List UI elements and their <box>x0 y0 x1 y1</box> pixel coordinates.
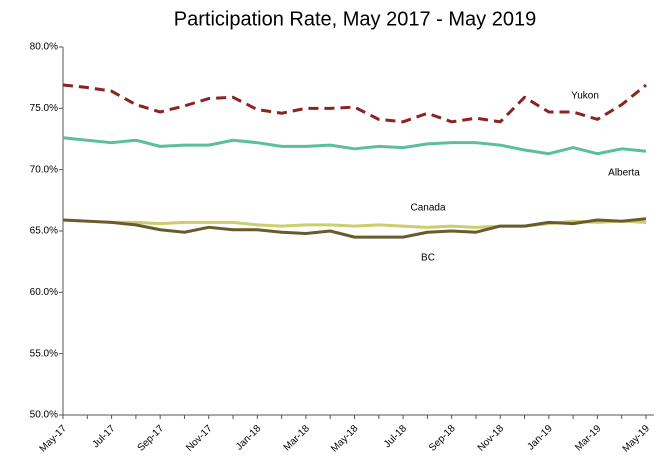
y-tick-label: 70.0% <box>30 164 58 175</box>
x-tick-label: Jan-19 <box>525 423 555 453</box>
y-tick-label: 80.0% <box>30 42 58 53</box>
x-tick-label: Sep-18 <box>427 423 458 454</box>
series-label: Canada <box>410 203 445 214</box>
y-tick-label: 75.0% <box>30 103 58 114</box>
y-tick-label: 65.0% <box>30 226 58 237</box>
series-line <box>62 217 647 239</box>
x-tick-label: Jan-18 <box>234 423 264 453</box>
x-tick-label: Mar-19 <box>573 423 603 453</box>
chart-title: Participation Rate, May 2017 - May 2019 <box>174 8 536 30</box>
y-tick-label: 50.0% <box>30 410 58 421</box>
x-tick-label: Jul-18 <box>382 423 409 450</box>
x-tick-label: Nov-17 <box>184 423 215 454</box>
x-tick-label: May-19 <box>621 423 653 455</box>
x-tick-label: Mar-18 <box>282 423 312 453</box>
y-tick-label: 60.0% <box>30 287 58 298</box>
x-tick-label: May-18 <box>329 423 361 455</box>
series-label: Alberta <box>608 168 640 179</box>
series-line <box>62 136 647 156</box>
series-label: BC <box>421 253 435 264</box>
x-tick-label: Jul-17 <box>91 423 118 450</box>
x-tick-label: Sep-17 <box>136 423 167 454</box>
x-tick-label: Nov-18 <box>476 423 507 454</box>
y-tick-label: 55.0% <box>30 348 58 359</box>
series-label: Yukon <box>571 91 599 102</box>
x-tick-label: May-17 <box>38 423 70 455</box>
series-line <box>62 83 647 124</box>
